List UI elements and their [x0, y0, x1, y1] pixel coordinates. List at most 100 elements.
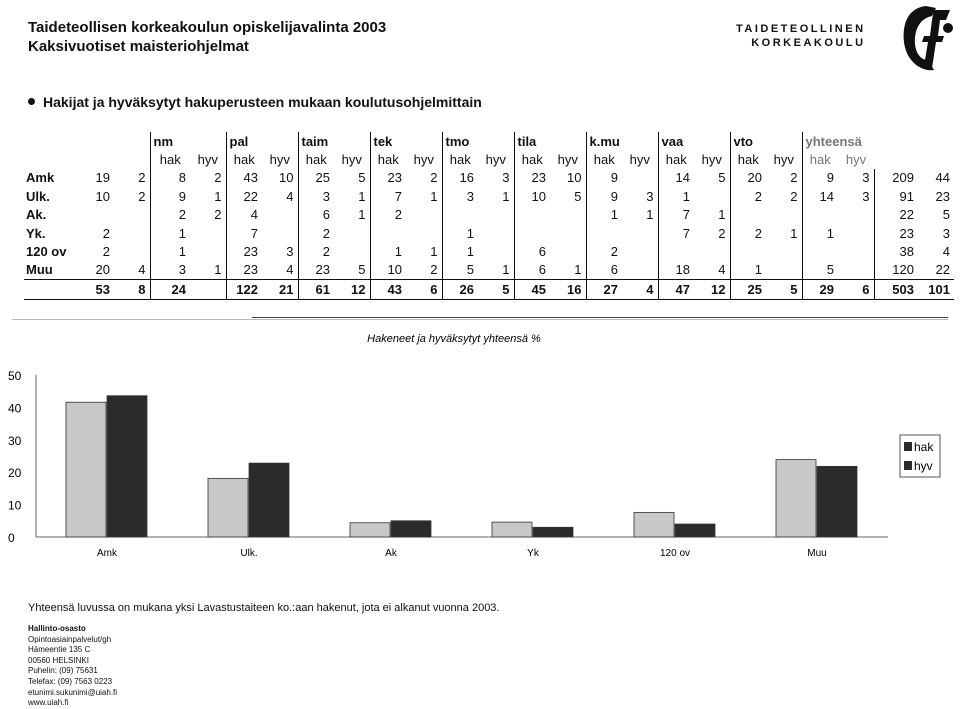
row-label: Amk: [26, 170, 55, 186]
table-cell: 2: [102, 225, 110, 241]
sub-header-hyv: hyv: [701, 152, 722, 168]
table-cell: 3: [297, 187, 334, 206]
table-cell: 23: [873, 223, 918, 243]
table-cell: 12: [694, 279, 730, 300]
address-org: Hallinto-osasto: [28, 624, 86, 633]
bar-hak-0: [65, 401, 107, 538]
table-cell: 43: [369, 279, 406, 300]
table-cell: 3: [502, 170, 510, 186]
col-group-vaa: vaa: [657, 132, 730, 151]
address-line: 00560 HELSINKI: [28, 655, 89, 665]
table-cell: 2: [214, 170, 222, 186]
totals-row: 53 8 24 122 21 61 12 43 6 26 5 45 16 27 4 47 12 25 5 29 6 503…: [24, 279, 954, 300]
table-cell: [694, 242, 730, 260]
table-cell: 9: [585, 168, 622, 188]
address-line: Puhelin: (09) 75631: [28, 666, 98, 676]
table-cell: [114, 224, 150, 242]
table-cell: 209: [873, 168, 918, 188]
table-cell: 7: [369, 187, 406, 206]
logo-line-1: TAIDETEOLLINEN: [736, 23, 866, 35]
table-cell: [585, 223, 622, 243]
table-cell: 3: [942, 225, 950, 241]
table-cell: 1: [574, 262, 582, 278]
table-cell: 7: [225, 223, 262, 243]
table-cell: 1: [369, 242, 406, 261]
col-group-pal: pal: [225, 132, 298, 151]
legend-swatch-hak: [904, 442, 912, 451]
col-group-tila: tila: [513, 132, 586, 151]
row-label: Ulk.: [26, 188, 50, 204]
table-cell: [334, 242, 370, 260]
bar-hyv-1: [248, 462, 290, 538]
address-line: www.uiah.fi: [28, 698, 69, 708]
table-cell: [729, 205, 766, 224]
table-cell: 1: [718, 207, 726, 223]
table-cell: [550, 224, 586, 242]
table-cell: [513, 223, 550, 243]
address-line: Opintoasiainpalvelut/gh: [28, 634, 112, 644]
legend-label-hyv: hyv: [914, 459, 933, 473]
table-cell: 2: [138, 188, 146, 204]
table-cell: 5: [358, 262, 366, 278]
chart-title: Hakeneet ja hyväksytyt yhteensä %: [367, 333, 541, 345]
table-cell: 1: [790, 225, 798, 241]
y-tick-label: 0: [8, 531, 15, 545]
table-cell: 2: [149, 205, 190, 224]
divider: [252, 317, 948, 318]
chart-legend: hak hyv: [899, 434, 941, 478]
table-cell: 1: [801, 223, 838, 243]
table-cell: 1: [441, 242, 478, 261]
table-body: Amk 19 2 8 2 43 10 25 5 23 2 16 3 23 10 9 14 5 20 2 9 3 209 44 U…: [24, 168, 954, 300]
x-tick-label: Yk: [527, 548, 540, 559]
table-cell: 1: [358, 207, 366, 223]
table-cell: 4: [622, 279, 658, 300]
y-tick-label: 40: [8, 401, 22, 415]
table-cell: 7: [657, 205, 694, 224]
table-cell: [478, 206, 514, 224]
table-cell: [513, 205, 550, 224]
x-tick-label: Ulk.: [240, 548, 257, 559]
bar-hak-5: [775, 459, 817, 538]
table-cell: 3: [862, 188, 870, 204]
table-row: Amk 19 2 8 2 43 10 25 5 23 2 16 3 23 10 9 14 5 20 2 9 3 209 44: [24, 168, 954, 188]
sub-header-hak: [76, 150, 114, 168]
table-cell: [838, 224, 874, 242]
table-cell: 2: [729, 223, 766, 243]
table-cell: 5: [358, 170, 366, 186]
table-cell: 1: [657, 187, 694, 206]
table-cell: 5: [801, 260, 838, 280]
table-cell: 7: [657, 223, 694, 243]
x-tick-label: 120 ov: [660, 548, 690, 559]
table-cell: [262, 206, 298, 224]
legend-swatch-hyv: [904, 461, 912, 470]
x-tick-label: Muu: [807, 548, 826, 559]
applicants-table: nm pal taim tek tmo tila k.mu vaa vto yh…: [24, 132, 954, 300]
sub-header-hak: hak: [225, 150, 262, 169]
page-title: Taideteollisen korkeakoulun opiskelijava…: [28, 18, 386, 56]
table-cell: 6: [297, 205, 334, 224]
col-group-tmo: tmo: [441, 132, 514, 151]
table-cell: 22: [935, 262, 950, 278]
table-cell: [190, 279, 226, 300]
table-cell: 6: [513, 260, 550, 280]
table-cell: 53: [76, 279, 114, 300]
table-cell: [622, 242, 658, 260]
table-cell: 16: [550, 279, 586, 300]
col-group-vto: vto: [729, 132, 802, 151]
row-label: Yk.: [26, 225, 46, 241]
table-cell: [114, 242, 150, 260]
table-cell: 6: [406, 279, 442, 300]
table-cell: 1: [214, 262, 222, 278]
table-cell: [76, 206, 114, 224]
sub-header-row: hak hyv hak hyv hak hyv hak hyv hak hyv hak hyv hak h…: [24, 150, 954, 169]
table-cell: [190, 224, 226, 242]
table-cell: [766, 242, 802, 260]
table-cell: 9: [801, 168, 838, 188]
table-cell: 5: [766, 279, 802, 300]
x-tick-label: Ak: [385, 548, 398, 559]
section-heading-text: Hakijat ja hyväksytyt hakuperusteen muka…: [43, 94, 482, 110]
table-cell: 1: [149, 223, 190, 243]
table-cell: 10: [369, 260, 406, 280]
sub-header-hyv: hyv: [557, 152, 578, 168]
table-cell: 3: [862, 170, 870, 186]
